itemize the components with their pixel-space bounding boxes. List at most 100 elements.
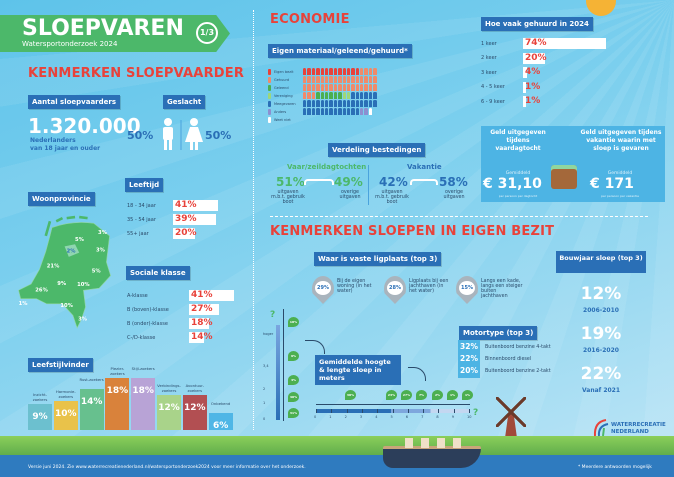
person-icon: [268, 109, 271, 115]
gehuurd-label: Hoe vaak gehuurd in 2024: [481, 17, 593, 31]
bar-label: B (onder)-klasse: [127, 320, 168, 327]
person-icon: [268, 69, 271, 75]
bar-row: 6 - 9 keer 1%: [481, 96, 540, 107]
motor-value: 20%: [460, 366, 478, 375]
length-pct-leaf: 7%: [416, 390, 427, 400]
netherlands-map: 3% 5% 3% 5% 2% 10% 9% 21% 26% 1% 10% 3%: [18, 215, 111, 329]
person-icon: [320, 108, 324, 115]
leefstijl-bar: 18%: [131, 377, 156, 430]
person-icon: [368, 68, 373, 75]
leefstijl-label: Leefstijlvinder: [28, 358, 93, 372]
geld1-title: Geld uitgegeven tijdens vaardagtocht: [490, 129, 546, 152]
length-tick: 9: [451, 415, 454, 419]
bar-value: 14%: [189, 332, 213, 343]
geld1-amount: € 31,10: [483, 176, 542, 192]
bouwjaar-label: 2006-2010: [583, 307, 619, 314]
person-icon: [360, 92, 364, 99]
length-axis: [316, 404, 470, 405]
person-icon: [351, 84, 355, 91]
bar-row: B (boven)-klasse 27%: [127, 304, 219, 315]
motortype-label: Motortype (top 3): [459, 326, 538, 340]
bar-row: A-klasse 41%: [127, 290, 235, 301]
sun: [586, 0, 616, 16]
female-icon: [185, 118, 203, 150]
ligplaats-text: Bij de eigen woning (in het water): [337, 279, 372, 294]
person-icon: [364, 108, 368, 115]
prov-limburg: 3%: [78, 317, 88, 323]
bar-value: 39%: [173, 214, 216, 225]
leefstijl-name: Avontuur-zoekers: [185, 383, 204, 394]
person-icon: [268, 117, 271, 123]
person-icon: [268, 85, 271, 91]
people-on-boat: [405, 438, 465, 448]
person-icon: [324, 68, 329, 75]
bar-row: 4 - 5 keer 1%: [481, 81, 540, 93]
water: [0, 455, 674, 477]
person-icon: [351, 68, 355, 75]
bouwjaar-value: 12%: [580, 284, 622, 304]
vakantie-title: Vakantie: [407, 163, 442, 171]
length-pct-leaf: 23%: [386, 390, 397, 400]
vakantie-boot-sub: uitgaven m.b.t. gebruik boot: [375, 190, 409, 205]
leefstijl-name: Harmonie-zoekers: [55, 389, 76, 399]
person-icon: [320, 100, 324, 107]
length-tick-mark: [377, 409, 379, 413]
bar-label: 6 - 9 keer: [481, 98, 505, 105]
height-unknown: ?: [270, 310, 276, 320]
length-tick-mark: [316, 409, 317, 413]
ownership-legend: Eigen bezit Gehuurd Geleend Vereniging Meege…: [268, 68, 296, 124]
person-icon: [324, 92, 329, 99]
bar-row: 1 keer 74%: [481, 38, 606, 49]
length-tick-mark: [423, 409, 425, 413]
prov-drenthe: 3%: [96, 248, 106, 254]
person-icon: [373, 100, 377, 107]
bar-label: 2 keer: [481, 55, 497, 61]
logo-line2: NEDERLAND: [611, 429, 649, 435]
prov-noord-brabant: 10%: [60, 303, 73, 309]
person-icon: [342, 68, 346, 75]
bar-value: 74%: [523, 38, 606, 49]
length-tick-mark: [331, 409, 333, 413]
legend-item: Vereniging: [268, 92, 296, 100]
bar-label: 1 keer: [481, 40, 497, 47]
aantal-sub2: van 18 jaar en ouder: [30, 145, 101, 152]
person-icon: [360, 84, 364, 91]
length-tick-mark: [407, 409, 409, 413]
person-icon: [307, 108, 311, 115]
leefstijl-name: Rust-zoekers: [79, 377, 104, 383]
person-icon: [320, 92, 324, 99]
legend-item: Anders: [268, 108, 296, 116]
person-icon: [329, 100, 333, 107]
person-icon: [316, 92, 320, 99]
person-icon: [342, 108, 346, 115]
person-icon: [311, 92, 316, 99]
page-subtitle: Watersportonderzoek 2024: [22, 40, 118, 48]
length-tick: 6: [405, 415, 409, 419]
leefstijl-bar: 18%: [105, 377, 130, 430]
vakantie-overig: 58%: [439, 175, 468, 189]
ligplaats-text: Ligplaats bij een jachthaven (in het wat…: [409, 279, 449, 294]
ownership-pictogram: [303, 68, 378, 115]
leefstijl-bar: 9%: [28, 403, 52, 430]
leefstijl-name: Onbekend: [210, 400, 231, 406]
prov-overijssel: 5%: [92, 269, 102, 275]
brace-icon: [304, 179, 334, 185]
bar-row: 18 - 34 jaar 41%: [127, 200, 219, 211]
person-icon: [333, 100, 338, 107]
bar-row: B (onder)-klasse 18%: [127, 318, 213, 329]
person-icon: [320, 76, 324, 83]
brace-icon: [410, 179, 438, 185]
motor-label: Buitenboord benzine 2-takt: [485, 369, 551, 374]
person-icon: [324, 76, 329, 83]
person-icon: [346, 68, 351, 75]
person-icon: [333, 108, 338, 115]
legend-label: Vereniging: [274, 94, 293, 98]
person-icon: [351, 92, 355, 99]
length-pct-leaf: 38%: [345, 390, 356, 400]
person-icon: [303, 100, 307, 107]
legend-item: Geleend: [268, 84, 296, 92]
prov-zeeland: 1%: [19, 301, 29, 307]
prov-utrecht: 9%: [57, 281, 67, 287]
legend-label: Gehuurd: [274, 78, 290, 82]
bar-label: B (boven)-klasse: [127, 306, 169, 313]
